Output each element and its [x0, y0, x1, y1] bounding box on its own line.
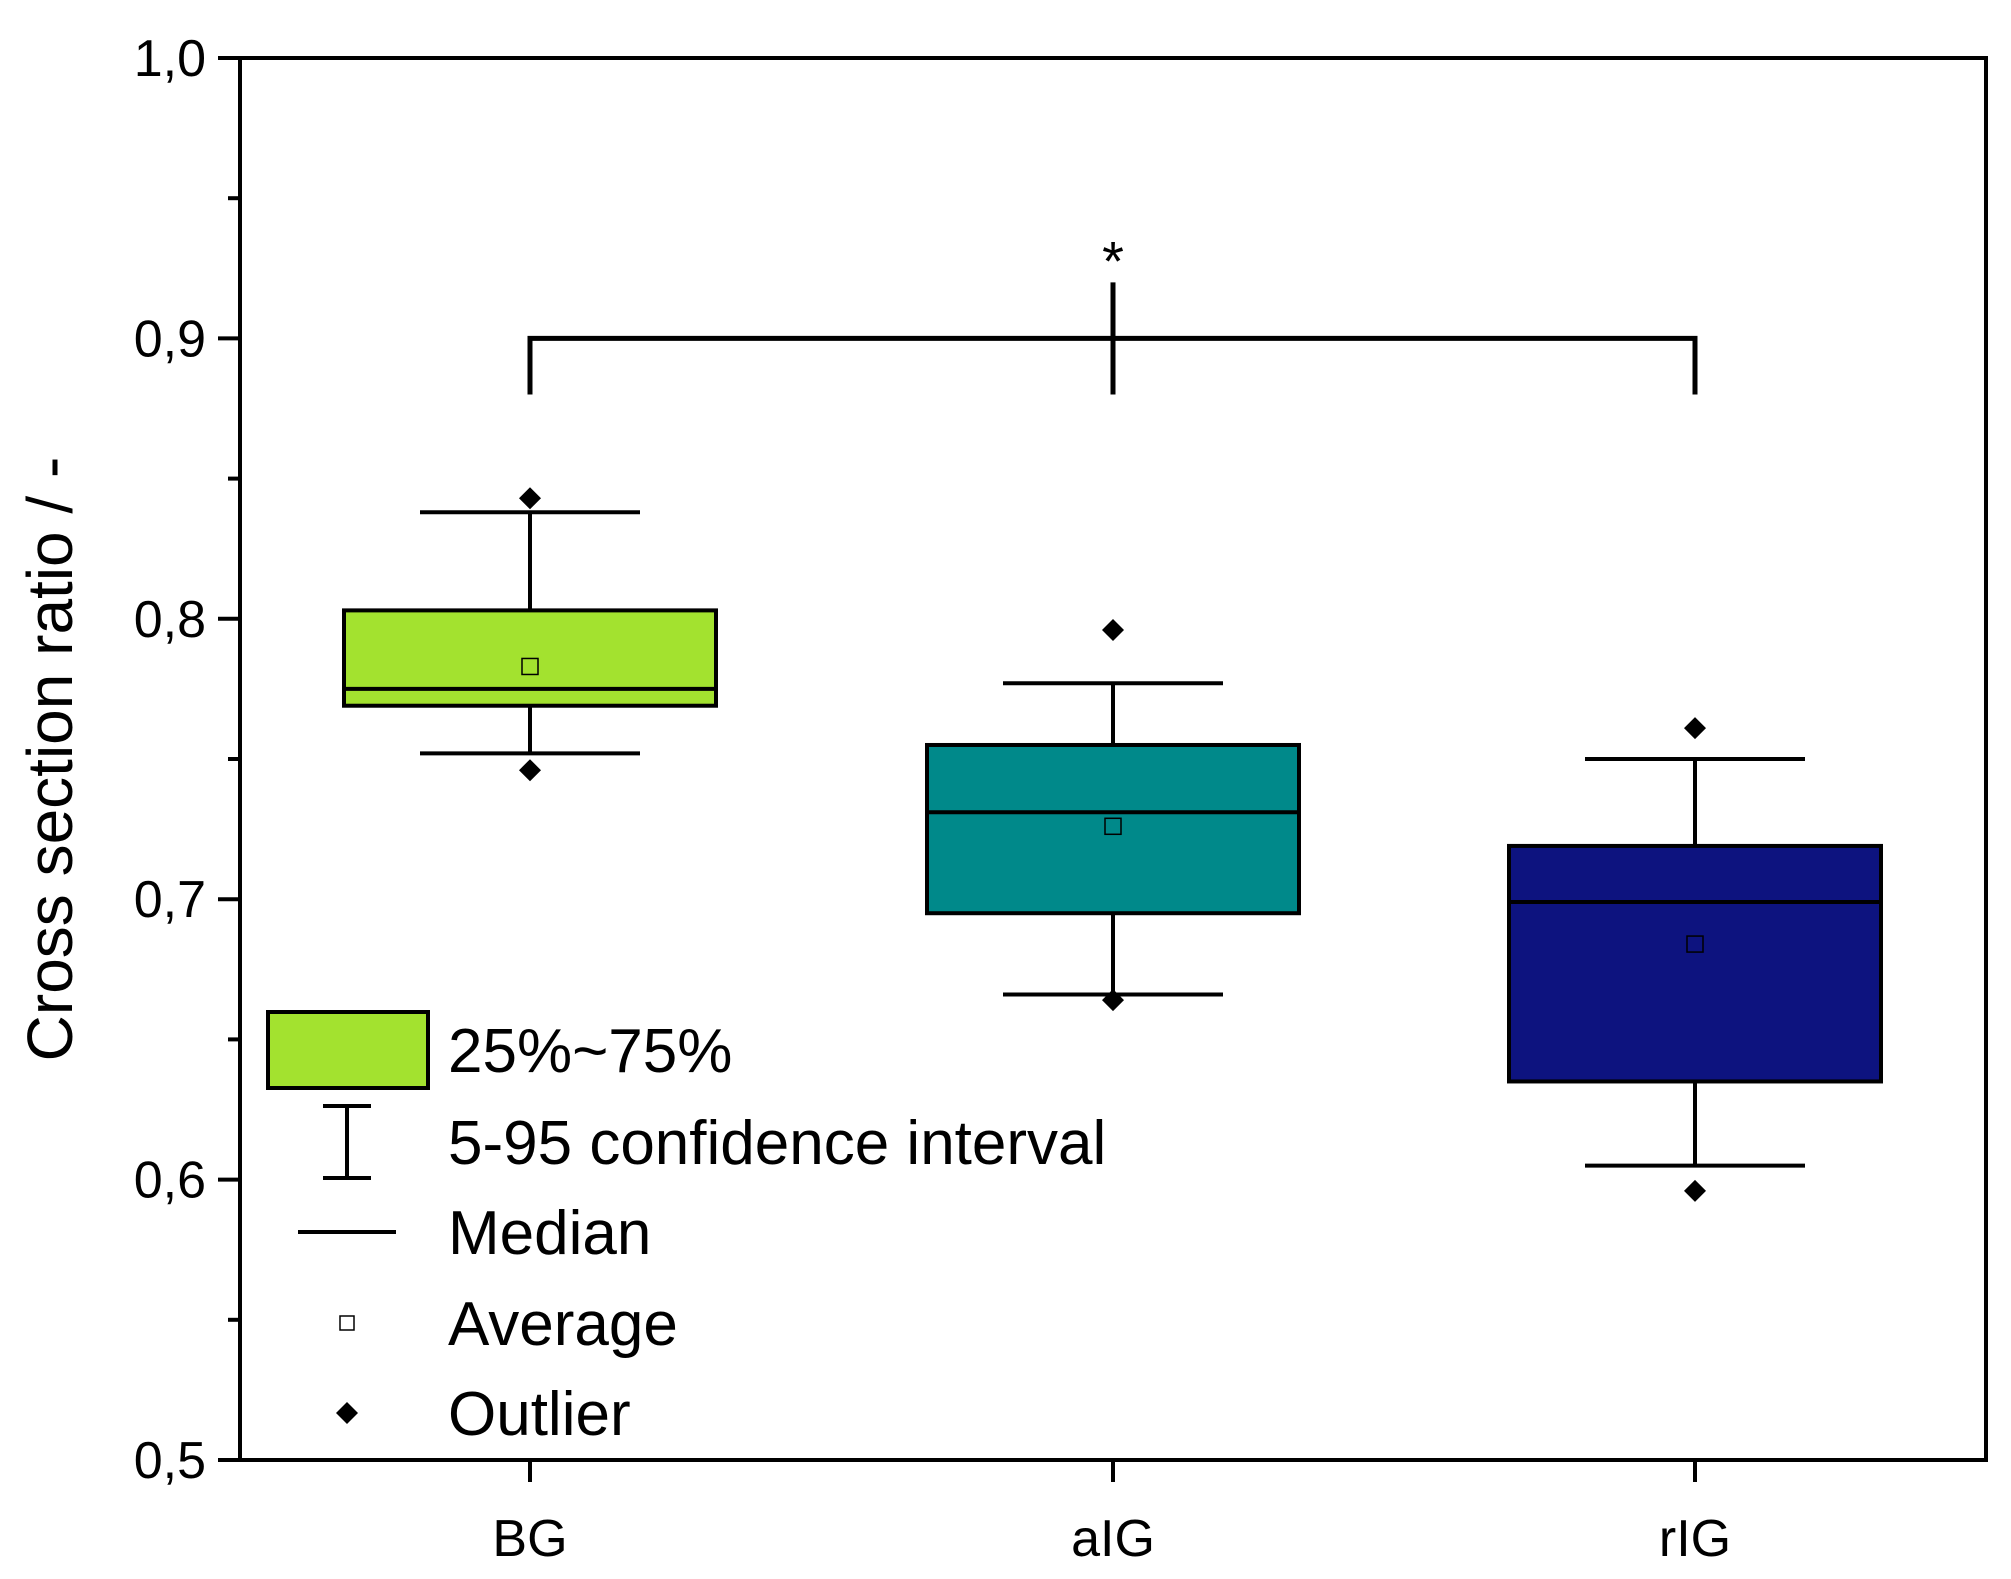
- x-tick-label: aIG: [1071, 1510, 1155, 1568]
- boxes-layer: [342, 487, 1883, 1202]
- legend-mean-marker: [339, 1315, 355, 1331]
- significance-bracket: *: [527, 229, 1698, 395]
- y-tick-label: 0,6: [134, 1152, 206, 1210]
- legend-item-open-square: Average: [339, 1290, 678, 1359]
- legend-label: 25%~75%: [448, 1017, 732, 1086]
- x-tick-label: rIG: [1659, 1510, 1731, 1568]
- y-tick-label: 1,0: [134, 30, 206, 88]
- outlier-marker: [1684, 717, 1706, 740]
- outlier-marker: [1102, 989, 1124, 1012]
- legend: 25%~75% 5-95 confidence interval Median Ave…: [266, 1010, 1106, 1449]
- outlier-marker: [519, 759, 541, 782]
- axes-layer: 0,5 0,6 0,7 0,8 0,9 1,0 BG aIG rIG: [134, 30, 1731, 1568]
- legend-item-line: Median: [298, 1199, 651, 1268]
- significance-label: *: [1102, 229, 1124, 292]
- box-aIG: [925, 619, 1301, 1012]
- outlier-marker: [1684, 1179, 1706, 1202]
- y-tick-label: 0,9: [134, 310, 206, 368]
- box-BG: [342, 487, 718, 782]
- y-axis-title: Cross section ratio / -: [14, 457, 86, 1062]
- legend-box-swatch: [266, 1010, 430, 1090]
- iqr-box: [1507, 843, 1883, 1084]
- legend-item-diamond: Outlier: [336, 1380, 631, 1449]
- legend-label: 5-95 confidence interval: [448, 1109, 1106, 1178]
- legend-outlier-marker: [336, 1402, 358, 1424]
- outlier-marker: [519, 487, 541, 510]
- box-rIG: [1507, 717, 1883, 1202]
- legend-item-box: 25%~75%: [266, 1010, 732, 1090]
- mean-marker: [1686, 935, 1704, 953]
- legend-label: Median: [448, 1199, 651, 1268]
- y-tick-label: 0,8: [134, 591, 206, 649]
- legend-label: Outlier: [448, 1380, 631, 1449]
- iqr-box: [925, 742, 1301, 916]
- mean-marker: [521, 657, 539, 676]
- x-tick-label: BG: [492, 1510, 567, 1568]
- y-tick-label: 0,5: [134, 1432, 206, 1490]
- outlier-marker: [1102, 619, 1124, 642]
- legend-label: Average: [448, 1290, 678, 1359]
- mean-marker: [1104, 817, 1122, 836]
- y-tick-label: 0,7: [134, 871, 206, 929]
- legend-item-whisker: 5-95 confidence interval: [323, 1104, 1106, 1180]
